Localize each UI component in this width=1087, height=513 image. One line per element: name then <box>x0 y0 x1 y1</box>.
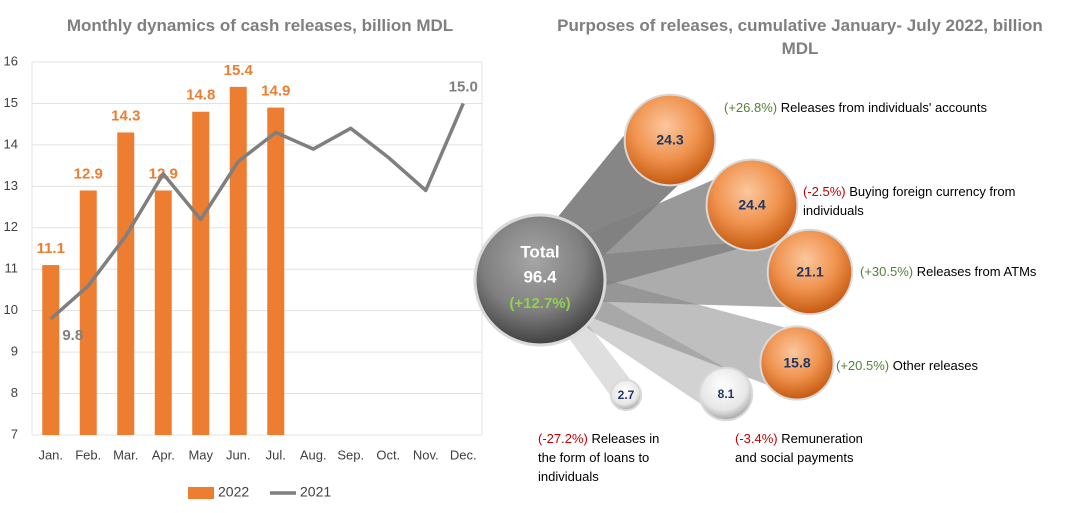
bubble-value: 2.7 <box>618 388 635 402</box>
x-tick-label: Mar. <box>113 447 138 462</box>
bubble-label: (+26.8%) Releases from individuals' acco… <box>724 98 1064 117</box>
bubble-value: 8.1 <box>718 387 735 401</box>
change-label: (+30.5%) <box>860 264 914 279</box>
y-tick-label: 16 <box>4 53 18 68</box>
total-label: Total <box>520 242 559 261</box>
chart-title: Purposes of releases, cumulative January… <box>557 16 1043 58</box>
y-tick-label: 15 <box>4 95 18 110</box>
bubble-label: (-2.5%) Buying foreign currency from ind… <box>803 182 1043 220</box>
change-label: (+26.8%) <box>724 100 778 115</box>
bubble <box>698 366 754 422</box>
change-label: (-27.2%) <box>538 431 588 446</box>
data-label: 15.0 <box>449 78 478 95</box>
bubble-value: 24.4 <box>738 197 765 213</box>
category-label: Buying foreign currency from individuals <box>803 184 1016 218</box>
bubble <box>766 228 854 316</box>
y-tick-label: 13 <box>4 178 18 193</box>
bubble-label: (-3.4%) Remuneration and social payments <box>735 429 885 467</box>
bubble <box>623 93 717 187</box>
x-tick-label: Nov. <box>413 447 439 462</box>
change-label: (+20.5%) <box>836 358 890 373</box>
y-tick-label: 14 <box>4 136 18 151</box>
y-tick-label: 8 <box>11 385 18 400</box>
category-label: Releases in the form of loans to individ… <box>538 431 660 484</box>
bar <box>267 107 285 435</box>
data-label: 14.9 <box>261 83 290 100</box>
data-label: 12.9 <box>74 165 103 182</box>
x-tick-label: Sep. <box>337 447 364 462</box>
bubble-value: 15.8 <box>783 355 810 371</box>
change-label: (-2.5%) <box>803 184 846 199</box>
bar <box>192 111 210 435</box>
bubble-label: (+20.5%) Other releases <box>836 356 1076 375</box>
chart-title: Monthly dynamics of cash releases, billi… <box>66 16 454 35</box>
bubble-label: (-27.2%) Releases in the form of loans t… <box>538 429 678 486</box>
legend-label: 2022 <box>218 484 249 500</box>
bubble-label: (+30.5%) Releases from ATMs <box>860 262 1080 281</box>
bubble <box>609 378 643 412</box>
x-tick-label: Oct. <box>376 447 400 462</box>
total-bubble <box>473 213 607 347</box>
category-label: Releases from individuals' accounts <box>780 100 987 115</box>
x-tick-label: Aug. <box>300 447 327 462</box>
legend-label: 2021 <box>300 484 331 500</box>
bar <box>42 265 60 435</box>
x-tick-label: May <box>188 447 213 462</box>
bar <box>117 132 135 435</box>
y-tick-label: 7 <box>11 426 18 441</box>
data-label: 15.4 <box>224 62 254 79</box>
data-label: 11.1 <box>37 240 65 257</box>
bubble <box>705 158 799 252</box>
y-tick-label: 9 <box>11 344 18 359</box>
y-tick-label: 12 <box>4 219 18 234</box>
line <box>49 102 465 321</box>
bubble-value: 24.3 <box>656 132 683 148</box>
data-label: 9.8 <box>62 327 83 344</box>
data-label: 14.8 <box>186 87 215 104</box>
x-tick-label: Apr. <box>152 447 175 462</box>
x-tick-label: Dec. <box>450 447 477 462</box>
total-value: 96.4 <box>523 267 557 286</box>
x-tick-label: Jan. <box>38 447 63 462</box>
legend-swatch <box>188 487 214 499</box>
bubble <box>759 325 835 401</box>
bubble-value: 21.1 <box>796 264 823 280</box>
x-tick-label: Feb. <box>75 447 101 462</box>
x-tick-label: Jul. <box>266 447 286 462</box>
total-change: (+12.7%) <box>509 295 570 312</box>
y-tick-label: 11 <box>5 261 19 276</box>
bar <box>154 190 172 435</box>
x-tick-label: Jun. <box>226 447 251 462</box>
category-label: Releases from ATMs <box>916 264 1037 279</box>
category-label: Remuneration and social payments <box>735 431 863 465</box>
bar <box>229 86 247 435</box>
change-label: (-3.4%) <box>735 431 778 446</box>
data-label: 14.3 <box>111 107 140 124</box>
bar <box>79 190 97 435</box>
y-tick-label: 10 <box>4 302 18 317</box>
category-label: Other releases <box>892 358 979 373</box>
